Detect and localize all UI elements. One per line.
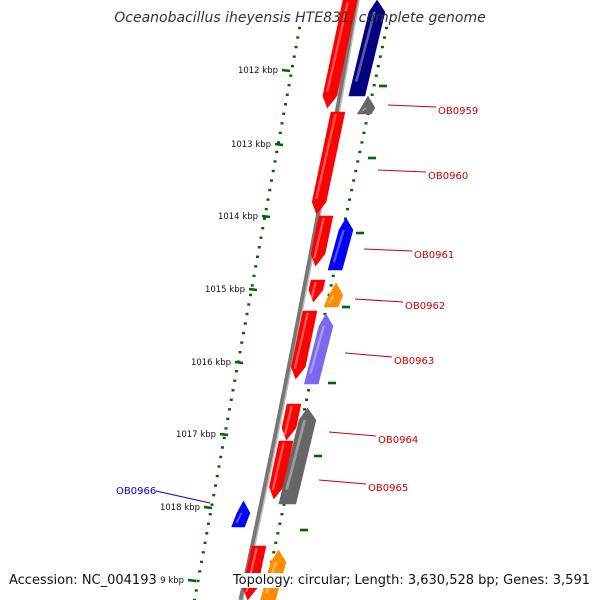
gene-label[interactable]: OB0962: [405, 301, 445, 312]
gene-label[interactable]: OB0961: [414, 250, 454, 261]
major-tick: [281, 68, 291, 73]
backbone-highlight: [242, 0, 360, 600]
label-leader-line: [328, 431, 377, 437]
tick-label: 1018 kbp: [160, 503, 200, 513]
label-leader-line: [318, 479, 367, 485]
gene-arrow[interactable]: [290, 310, 318, 380]
gene-arrow[interactable]: [310, 215, 334, 267]
gene-arrow[interactable]: [327, 217, 354, 271]
tick-label: 1017 kbp: [176, 430, 216, 440]
tick-label: 1019 kbp: [144, 576, 184, 586]
label-leader-line: [363, 248, 413, 252]
gene-label[interactable]: OB0966: [116, 486, 156, 497]
gene-arrow[interactable]: [356, 95, 376, 115]
tick-label: 1012 kbp: [238, 66, 278, 76]
label-leader-line: [387, 104, 437, 108]
gene-arrow[interactable]: [278, 407, 317, 505]
gene-label[interactable]: OB0965: [368, 483, 408, 494]
tick-label: 1014 kbp: [218, 212, 258, 222]
major-tick: [261, 214, 271, 219]
tick-label: 1016 kbp: [191, 358, 231, 368]
label-leader-line: [344, 352, 393, 358]
major-tick: [187, 578, 197, 583]
gene-arrow[interactable]: [311, 111, 346, 215]
label-leader-line: [354, 298, 404, 303]
gene-label[interactable]: OB0964: [378, 435, 418, 446]
gene-arrow[interactable]: [231, 500, 251, 528]
label-leader-line: [155, 490, 211, 504]
gene-arrow[interactable]: [322, 0, 358, 109]
backbone-line: [238, 0, 360, 600]
tick-label: 1015 kbp: [205, 285, 245, 295]
gene-arrow[interactable]: [303, 313, 334, 385]
accession-text: Accession: NC_004193: [7, 573, 159, 588]
genome-title: Oceanobacillus iheyensis HTE831, complet…: [114, 10, 486, 26]
major-tick: [274, 142, 284, 147]
major-tick: [234, 360, 244, 365]
topology-text: Topology: circular; Length: 3,630,528 bp…: [230, 573, 592, 588]
tick-label: 1013 kbp: [231, 140, 271, 150]
gene-arrow[interactable]: [323, 282, 344, 308]
major-tick: [248, 287, 258, 292]
gene-label[interactable]: OB0959: [438, 106, 478, 117]
gene-arrow[interactable]: [269, 440, 294, 500]
gene-arrow[interactable]: [348, 0, 386, 97]
label-leader-line: [377, 169, 427, 173]
gene-label[interactable]: OB0963: [394, 356, 434, 367]
major-tick: [203, 505, 213, 510]
major-tick: [219, 432, 229, 437]
gene-label[interactable]: OB0960: [428, 171, 468, 182]
gene-arrow[interactable]: [308, 279, 326, 303]
gene-arrow[interactable]: [281, 403, 302, 441]
